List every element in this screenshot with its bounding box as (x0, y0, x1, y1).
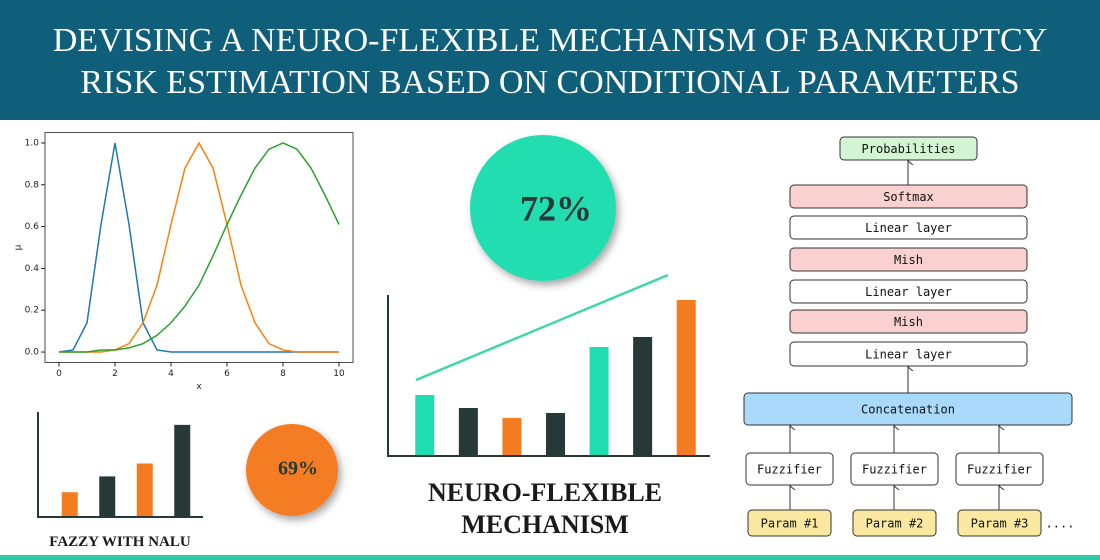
diagram-node (789, 309, 1028, 334)
bar (174, 424, 191, 516)
bar (61, 492, 78, 516)
trend-line (415, 273, 669, 382)
diagram-node (789, 215, 1028, 240)
x-tick-label: 2 (112, 369, 118, 379)
chart-title: NEURO-FLEXIBLE MECHANISM (427, 478, 663, 539)
diagram-node (789, 247, 1028, 272)
diagram-node (789, 341, 1028, 367)
diagram-node (745, 452, 834, 486)
node-label: Linear layer (865, 348, 952, 362)
x-tick-label: 0 (56, 369, 62, 379)
node-label: Probabilities (862, 142, 956, 156)
node-label: Param #1 (761, 517, 819, 531)
badge-circle (470, 135, 616, 281)
x-tick-label: 8 (280, 369, 286, 379)
y-axis-label: μ (14, 244, 24, 250)
diagram-node (743, 392, 1073, 426)
node-label: Linear layer (865, 221, 952, 235)
y-tick-label: 0.8 (25, 180, 40, 190)
diagram-node (789, 184, 1028, 209)
bar (502, 418, 522, 455)
y-tick-label: 0.6 (25, 222, 40, 232)
y-tick-label: 0.4 (25, 264, 40, 274)
diagram-node (839, 136, 978, 161)
node-label: Softmax (883, 190, 934, 204)
diagram-node (747, 509, 832, 537)
node-label: Param #2 (866, 517, 924, 531)
bar (546, 413, 565, 455)
badge-text: 69% (278, 458, 318, 480)
chart-title: FAZZY WITH NALU (49, 534, 191, 550)
bar (415, 395, 435, 455)
page-title: DEVISING A NEURO-FLEXIBLE MECHANISM OF B… (52, 22, 1048, 101)
node-label: Mish (894, 253, 923, 267)
y-tick-label: 1.0 (25, 138, 40, 148)
diagram-node (789, 279, 1028, 304)
node-label: Mish (894, 315, 923, 329)
node-label: Fuzzifier (862, 463, 927, 477)
badge-text: 72% (520, 188, 592, 228)
line-series (59, 141, 339, 353)
node-label: Linear layer (865, 285, 952, 299)
plot-frame (44, 132, 354, 363)
y-tick-label: 0.2 (25, 306, 39, 316)
bar (99, 476, 116, 516)
x-axis-label: x (196, 382, 202, 392)
bar (589, 347, 609, 455)
footer-band (0, 555, 1100, 560)
line-series (59, 142, 340, 353)
x-tick-label: 4 (168, 369, 174, 379)
x-tick-label: 6 (224, 369, 230, 379)
diagram-node (955, 452, 1044, 486)
header-band (0, 0, 1100, 120)
node-label: Fuzzifier (757, 463, 822, 477)
y-tick-label: 0.0 (25, 348, 40, 358)
bar (136, 463, 153, 516)
badge-circle (246, 424, 338, 516)
line-series (58, 142, 339, 353)
bar (633, 337, 653, 455)
diagram-node (850, 452, 939, 486)
node-label: Param #3 (971, 517, 1029, 531)
x-tick-label: 10 (333, 369, 345, 379)
ellipsis: .... (1046, 517, 1075, 531)
diagram-node (957, 509, 1042, 537)
node-label: Concatenation (861, 403, 955, 417)
bar (458, 408, 478, 455)
diagram-node (852, 509, 937, 537)
bar (676, 300, 696, 455)
node-label: Fuzzifier (967, 463, 1032, 477)
